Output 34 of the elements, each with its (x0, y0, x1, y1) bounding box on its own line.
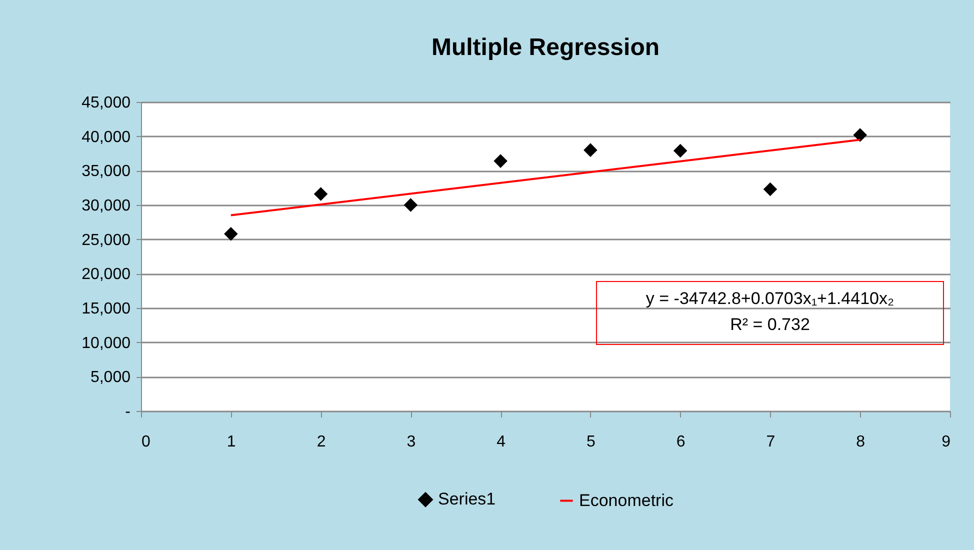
y-tick-label: 20,000 (82, 266, 131, 284)
y-tick-label: 15,000 (82, 300, 131, 318)
y-tick-label: 10,000 (82, 334, 131, 352)
y-tick-label: 5,000 (90, 369, 131, 386)
legend-label: Series1 (438, 490, 496, 509)
x-tick-label: 2 (316, 434, 326, 450)
y-tick-label: 40,000 (82, 128, 131, 146)
x-tick-label: 7 (766, 434, 776, 450)
legend-label: Econometric (579, 490, 674, 510)
chart-title: Multiple Regression (431, 34, 660, 61)
point (494, 154, 508, 168)
y-tick-label: - (125, 404, 130, 420)
point (314, 187, 328, 201)
point (853, 128, 868, 142)
x-tick-label: 9 (942, 434, 951, 450)
y-tick-label: 30,000 (82, 198, 131, 214)
y-tick-label: 45,000 (82, 94, 131, 112)
annotation: R² = 0.732 (729, 314, 811, 336)
point (584, 143, 598, 157)
x-tick-label: 8 (856, 434, 866, 450)
x-tick-label: 0 (142, 434, 150, 450)
point (763, 182, 778, 196)
x-tick-label: 3 (406, 434, 416, 450)
x-tick-label: 1 (226, 434, 236, 450)
equation-box: y = -34742.8+0.0703x₁+1.4410x₂ R² = 0.732 (596, 281, 944, 345)
point (404, 198, 418, 212)
point (224, 226, 238, 241)
x-tick-label: 4 (496, 434, 506, 450)
annotation: y = -34742.8+0.0703x₁+1.4410x₂ (644, 288, 896, 310)
point (673, 144, 688, 158)
x-tick-label: 6 (676, 434, 686, 450)
x-tick-label: 5 (586, 434, 596, 450)
y-tick-label: 35,000 (82, 163, 131, 180)
y-tick-label: 25,000 (82, 232, 131, 249)
